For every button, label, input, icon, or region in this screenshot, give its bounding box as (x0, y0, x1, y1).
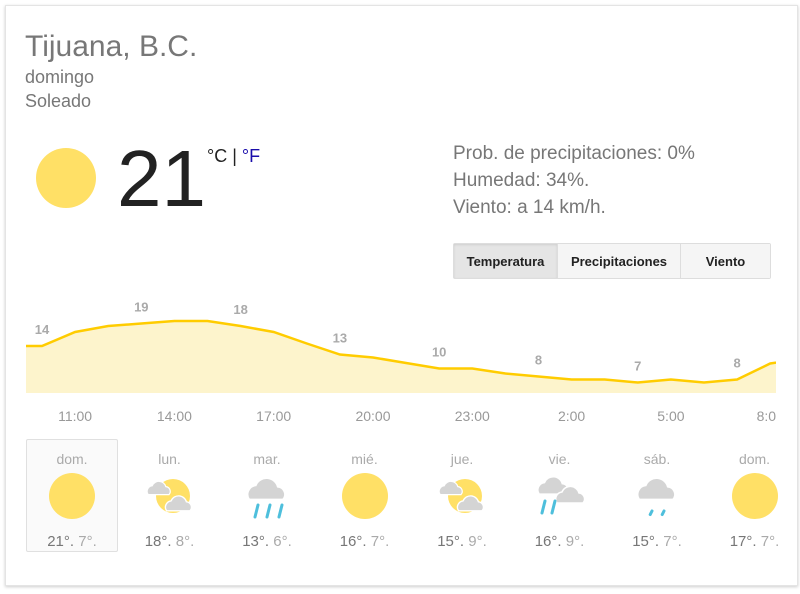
rain-clouds-icon (536, 475, 585, 515)
forecast-low: 7°. (760, 533, 780, 550)
forecast-low: 8°. (175, 533, 195, 550)
forecast-low: 6°. (273, 533, 292, 550)
forecast-high: 15°. (437, 533, 465, 550)
x-tick-label: 17:00 (256, 408, 291, 424)
forecast-low: 7°. (370, 533, 390, 550)
forecast-day[interactable]: vie. 16°. 9°. (514, 439, 606, 552)
x-tick-label: 5:00 (657, 408, 684, 424)
x-tick-label: 2:00 (558, 408, 585, 424)
x-tick-label: 20:00 (355, 408, 390, 424)
drizzle-icon (636, 477, 676, 519)
x-tick-label: 14:00 (157, 408, 192, 424)
daily-forecast: dom. 21°. 7°. lun. 18°. 8°. mar. 13°. 6°. m… (26, 439, 800, 552)
forecast-day-name: lun. (158, 451, 181, 467)
condition-label: Soleado (25, 91, 92, 111)
partly-cloudy-icon (146, 479, 192, 513)
forecast-high: 21°. (47, 533, 75, 550)
data-label: 8 (535, 353, 542, 368)
sun-icon (341, 473, 388, 519)
unit-separator: | (227, 146, 242, 166)
x-tick-label: 11:00 (58, 408, 92, 424)
day-label: domingo (25, 67, 95, 87)
forecast-low: 9°. (565, 533, 585, 550)
forecast-day[interactable]: mié. 16°. 7°. (319, 439, 411, 552)
forecast-day-name: vie. (548, 451, 571, 467)
forecast-high: 15°. (632, 533, 660, 550)
wind: Viento: a 14 km/h. (453, 197, 606, 218)
forecast-day[interactable]: mar. 13°. 6°. (221, 439, 313, 552)
forecast-day[interactable]: sáb. 15°. 7°. (611, 439, 703, 552)
sun-icon (731, 473, 778, 519)
forecast-low: 7°. (663, 533, 682, 550)
tab-precipitaciones[interactable]: Precipitaciones (558, 244, 681, 278)
forecast-day[interactable]: dom. 21°. 7°. (26, 439, 118, 552)
forecast-day[interactable]: jue. 15°. 9°. (416, 439, 508, 552)
celsius-unit[interactable]: °C (207, 146, 228, 166)
data-label: 18 (233, 302, 247, 317)
chart-tabs: Temperatura Precipitaciones Viento (453, 243, 771, 279)
data-label: 14 (35, 322, 50, 337)
partly-cloudy-icon (438, 479, 485, 513)
forecast-high: 13°. (242, 533, 270, 550)
data-label: 19 (134, 300, 148, 315)
data-label: 10 (432, 345, 446, 360)
forecast-day-name: sáb. (643, 451, 671, 467)
temperature-chart: 14 19 18 13 10 8 7 8 11:00 14:00 17:00 20:00 23:00 2:… (26, 300, 776, 424)
humidity: Humedad: 34%. (453, 170, 590, 191)
forecast-day-name: dom. (738, 451, 771, 467)
forecast-low: 7°. (78, 533, 97, 550)
forecast-day-name: mar. (253, 451, 281, 467)
forecast-low: 9°. (468, 533, 487, 550)
precipitation-probability: Prob. de precipitaciones: 0% (453, 143, 695, 164)
forecast-high: 18°. (144, 533, 172, 550)
current-temperature: 21 (117, 134, 206, 223)
forecast-day-name: jue. (450, 451, 474, 467)
rain-icon (246, 477, 286, 519)
sun-icon (49, 473, 95, 519)
forecast-day-name: mié. (351, 451, 378, 467)
x-tick-label: 8:00 (757, 408, 776, 424)
forecast-day[interactable]: dom. 17°. 7°. (709, 439, 800, 552)
location-title: Tijuana, B.C. (25, 30, 198, 63)
forecast-high: 16°. (339, 533, 367, 550)
data-label: 13 (333, 331, 347, 346)
forecast-high: 17°. (729, 533, 757, 550)
sun-icon (36, 148, 96, 208)
forecast-day[interactable]: lun. 18°. 8°. (124, 439, 216, 552)
unit-switch: °C | °F (207, 146, 260, 167)
tab-viento[interactable]: Viento (681, 244, 770, 278)
data-label: 8 (733, 356, 740, 371)
forecast-high: 16°. (534, 533, 562, 550)
x-tick-label: 23:00 (455, 408, 490, 424)
data-label: 7 (634, 359, 641, 374)
forecast-day-name: dom. (56, 451, 88, 467)
fahrenheit-link[interactable]: °F (241, 146, 261, 166)
temperature-area (26, 321, 776, 393)
temperature-line (26, 319, 776, 384)
tab-temperatura[interactable]: Temperatura (454, 244, 558, 278)
